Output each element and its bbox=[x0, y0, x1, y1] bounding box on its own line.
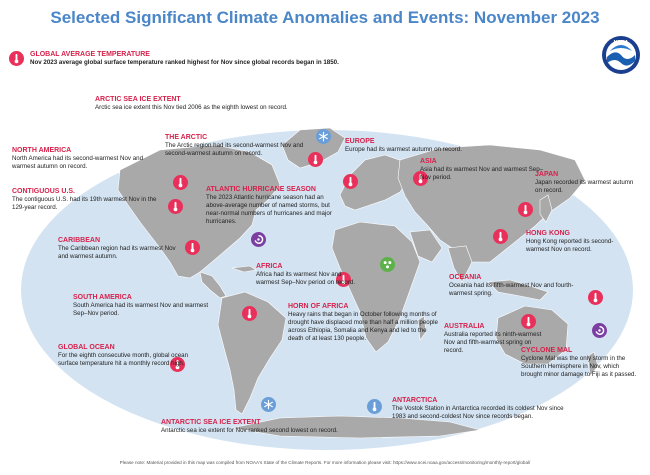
annotation-text: South America had its warmest Nov and wa… bbox=[73, 302, 209, 317]
annotation-text: Heavy rains that began in October follow… bbox=[288, 311, 438, 342]
annotation-text: Asia had its warmest Nov and warmest Sep… bbox=[420, 166, 544, 181]
thermometer-icon bbox=[343, 174, 358, 189]
madagascar bbox=[417, 315, 427, 341]
thermometer-icon bbox=[518, 202, 533, 217]
annotation-text: Nov 2023 average global surface temperat… bbox=[30, 59, 339, 66]
annotation-heading: JAPAN bbox=[535, 171, 559, 178]
thermometer-icon bbox=[173, 175, 188, 190]
annotation-heading: AUSTRALIA bbox=[444, 323, 485, 330]
annotation-heading: OCEANIA bbox=[449, 274, 482, 281]
annotation-heading: THE ARCTIC bbox=[165, 134, 208, 141]
japan bbox=[539, 194, 553, 223]
annotation-text: The Arctic region had its second-warmest… bbox=[165, 142, 304, 157]
annotation-horn-of-africa: HORN OF AFRICA Heavy rains that began in… bbox=[288, 302, 438, 343]
page-title: Selected Significant Climate Anomalies a… bbox=[50, 8, 600, 27]
annotation-heading: SOUTH AMERICA bbox=[73, 294, 132, 301]
south-america bbox=[217, 291, 287, 415]
thermometer-icon bbox=[493, 229, 508, 244]
thermometer-icon bbox=[308, 152, 323, 167]
drought-icon bbox=[380, 257, 395, 272]
central-america bbox=[199, 271, 227, 299]
thermometer-icon bbox=[9, 51, 24, 66]
annotation-heading: GLOBAL OCEAN bbox=[58, 344, 115, 351]
annotation-heading: HORN OF AFRICA bbox=[288, 303, 349, 310]
thermometer-icon bbox=[521, 314, 536, 329]
annotation-south-america: SOUTH AMERICA South America had its warm… bbox=[73, 293, 213, 318]
annotation-text: The 2023 Atlantic hurricane season had a… bbox=[206, 194, 332, 225]
annotation-text: The Caribbean region had its warmest Nov… bbox=[58, 245, 176, 260]
southeast-asia-islands bbox=[487, 279, 549, 301]
caribbean-islands bbox=[231, 265, 257, 273]
thermometer-icon bbox=[367, 399, 382, 414]
annotation-heading: AFRICA bbox=[256, 263, 283, 270]
annotation-north-america: NORTH AMERICA North America had its seco… bbox=[12, 146, 162, 171]
hurricane-icon bbox=[592, 323, 607, 338]
arabia bbox=[409, 229, 443, 263]
annotation-antarctica: ANTARCTICA The Vostok Station in Antarct… bbox=[392, 396, 572, 421]
thermometer-icon bbox=[242, 306, 257, 321]
india bbox=[447, 245, 473, 283]
annotation-the-arctic: THE ARCTIC The Arctic region had its sec… bbox=[165, 133, 305, 158]
annotation-text: Australia reported its ninth-warmest Nov… bbox=[444, 331, 542, 354]
annotation-japan: JAPAN Japan recorded its warmest autumn … bbox=[535, 170, 635, 195]
annotation-heading: GLOBAL AVERAGE TEMPERATURE bbox=[30, 51, 150, 58]
annotation-heading: EUROPE bbox=[345, 138, 375, 145]
snowflake-icon bbox=[316, 129, 331, 144]
annotation-text: Hong Kong reported its second-warmest No… bbox=[526, 238, 614, 253]
annotation-europe: EUROPE Europe had its warmest autumn on … bbox=[345, 137, 515, 154]
annotation-heading: ATLANTIC HURRICANE SEASON bbox=[206, 186, 316, 193]
annotation-australia: AUSTRALIA Australia reported its ninth-w… bbox=[444, 322, 549, 355]
annotation-heading: ARCTIC SEA ICE EXTENT bbox=[95, 96, 181, 103]
annotation-caribbean: CARIBBEAN The Caribbean region had its w… bbox=[58, 236, 178, 261]
snowflake-icon bbox=[261, 397, 276, 412]
australia bbox=[495, 305, 569, 365]
hurricane-icon bbox=[251, 232, 266, 247]
annotation-contiguous-us: CONTIGUOUS U.S. The contiguous U.S. had … bbox=[12, 187, 162, 212]
north-america bbox=[117, 144, 281, 279]
thermometer-icon bbox=[336, 272, 351, 287]
annotation-cyclone-mal: CYCLONE MAL Cyclone Mal was the only sto… bbox=[521, 346, 639, 379]
annotation-heading: ANTARCTIC SEA ICE EXTENT bbox=[161, 419, 261, 426]
annotation-text: Arctic sea ice extent this Nov tied 2006… bbox=[95, 104, 288, 111]
annotation-antarctic-sea-ice: ANTARCTIC SEA ICE EXTENT Antarctic sea i… bbox=[161, 418, 421, 435]
annotation-text: Africa had its warmest Nov and warmest S… bbox=[256, 271, 356, 286]
annotation-text: North America had its second-warmest Nov… bbox=[12, 155, 144, 170]
annotation-text: Antarctic sea ice extent for Nov ranked … bbox=[161, 427, 338, 434]
footnote: Please note: Material provided in this m… bbox=[119, 460, 531, 465]
annotation-text: Oceania had its fifth-warmest Nov and fo… bbox=[449, 282, 574, 297]
antarctica bbox=[231, 415, 481, 439]
asia bbox=[397, 144, 586, 263]
annotation-heading: CYCLONE MAL bbox=[521, 347, 573, 354]
annotation-global-temperature: GLOBAL AVERAGE TEMPERATURE Nov 2023 aver… bbox=[30, 50, 390, 67]
thermometer-icon bbox=[168, 199, 183, 214]
annotation-text: Europe had its warmest autumn on record. bbox=[345, 146, 462, 153]
thermometer-icon bbox=[413, 171, 428, 186]
annotation-heading: ASIA bbox=[420, 158, 437, 165]
annotation-text: The Vostok Station in Antarctica recorde… bbox=[392, 405, 564, 420]
annotation-text: The contiguous U.S. had its 19th warmest… bbox=[12, 196, 157, 211]
annotation-africa: AFRICA Africa had its warmest Nov and wa… bbox=[256, 262, 366, 287]
annotation-global-ocean: GLOBAL OCEAN For the eighth consecutive … bbox=[58, 343, 198, 368]
thermometer-icon bbox=[170, 357, 185, 372]
annotation-text: For the eighth consecutive month, global… bbox=[58, 352, 189, 367]
annotation-text: Cyclone Mal was the only storm in the So… bbox=[521, 355, 637, 378]
thermometer-icon bbox=[588, 290, 603, 305]
annotation-heading: ANTARCTICA bbox=[392, 397, 438, 404]
annotation-asia: ASIA Asia had its warmest Nov and warmes… bbox=[420, 157, 550, 182]
annotation-arctic-sea-ice: ARCTIC SEA ICE EXTENT Arctic sea ice ext… bbox=[95, 95, 355, 112]
annotation-text: Japan recorded its warmest autumn on rec… bbox=[535, 179, 634, 194]
annotation-atlantic-hurricane: ATLANTIC HURRICANE SEASON The 2023 Atlan… bbox=[206, 185, 334, 226]
annotation-oceania: OCEANIA Oceania had its fifth-warmest No… bbox=[449, 273, 579, 298]
svg-text:NOAA: NOAA bbox=[614, 40, 629, 46]
annotation-heading: CONTIGUOUS U.S. bbox=[12, 188, 76, 195]
annotation-hong-kong: HONG KONG Hong Kong reported its second-… bbox=[526, 229, 636, 254]
annotation-heading: NORTH AMERICA bbox=[12, 147, 72, 154]
new-zealand bbox=[587, 351, 599, 377]
noaa-logo: NOAA bbox=[601, 35, 641, 75]
thermometer-icon bbox=[185, 240, 200, 255]
annotation-heading: HONG KONG bbox=[526, 230, 570, 237]
annotation-heading: CARIBBEAN bbox=[58, 237, 100, 244]
